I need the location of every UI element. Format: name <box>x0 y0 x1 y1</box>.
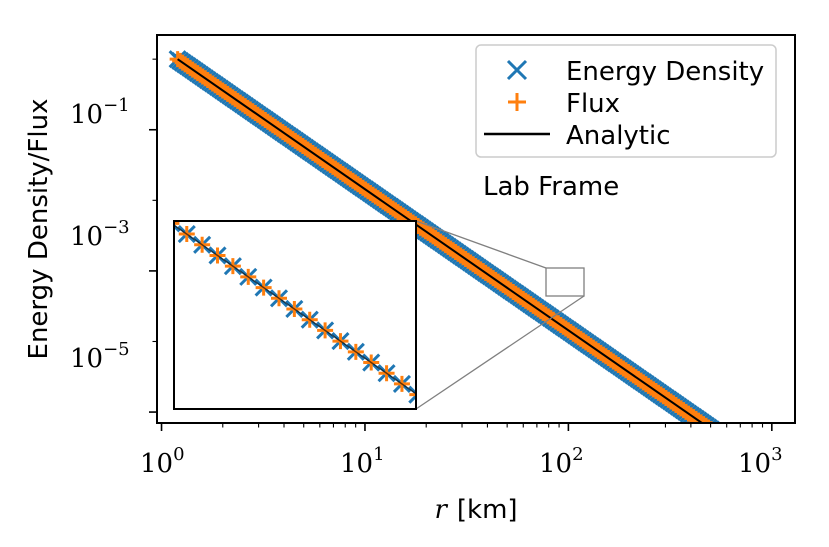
y-tick-labels: 10−1 10−3 10−5 <box>70 95 130 374</box>
flux-point <box>711 426 727 442</box>
plot-area <box>156 34 796 451</box>
flux-point <box>706 423 722 439</box>
energy-density-point <box>721 433 737 449</box>
x-tick-label-3: 103 <box>738 444 783 479</box>
energy-density-point <box>718 432 734 448</box>
flux-point <box>718 432 734 448</box>
y-tick-label-1: 10−3 <box>70 217 130 252</box>
x-tick-label-2: 102 <box>539 444 584 479</box>
legend-x-marker <box>506 59 528 81</box>
x-tick-labels: 100 101 102 103 <box>140 444 783 479</box>
inset-flux-point <box>174 221 180 225</box>
energy-density-point <box>723 435 739 451</box>
x-axis-label: r [km] <box>434 495 517 525</box>
x-axis-ticks <box>160 423 773 431</box>
flux-point <box>716 430 732 446</box>
legend-plus-marker <box>508 93 526 111</box>
y-tick-label-2: 10−5 <box>70 339 130 374</box>
legend-plus-glyph <box>508 93 526 111</box>
legend-item-energy-density: Energy Density <box>506 57 764 87</box>
legend-item-analytic: Analytic <box>484 121 671 151</box>
main-data-series <box>168 50 739 451</box>
inset-energy-density-point <box>174 221 181 233</box>
analytic-line <box>177 58 704 423</box>
axes-frame <box>156 34 796 424</box>
flux-point <box>695 416 712 423</box>
energy-density-point <box>705 421 722 423</box>
legend-label-flux: Flux <box>566 89 620 119</box>
zoom-connector-bottom <box>415 295 585 410</box>
y-axis-ticks <box>149 58 157 413</box>
flux-point <box>721 433 737 449</box>
y-tick-label-0: 10−1 <box>70 95 130 130</box>
x-tick-label-0: 100 <box>140 444 185 479</box>
zoom-box <box>545 267 585 297</box>
frame-annotation: Lab Frame <box>483 172 619 202</box>
flux-point <box>704 417 708 423</box>
zoom-indicator <box>415 220 585 410</box>
inset-flux-series <box>174 221 416 403</box>
inset-flux-point <box>409 386 416 403</box>
legend-label-analytic: Analytic <box>566 121 671 151</box>
energy-density-point <box>716 430 732 446</box>
energy-density-point <box>711 426 727 442</box>
flux-series <box>169 51 739 451</box>
inset-axes <box>173 220 417 410</box>
zoom-connector-top <box>415 220 547 269</box>
legend-box <box>475 44 777 158</box>
inset-analytic-line <box>174 224 416 395</box>
inset-data-series <box>174 221 416 404</box>
flux-point <box>723 435 739 451</box>
inset-energy-density-point <box>408 385 416 404</box>
y-axis-label: Energy Density/Flux <box>24 99 54 360</box>
inset-frame <box>173 220 417 410</box>
legend-label-energy-density: Energy Density <box>566 57 764 87</box>
legend-x-glyph <box>506 59 528 81</box>
energy-density-point <box>713 428 729 444</box>
flux-point <box>713 428 729 444</box>
legend: Energy Density Flux Analytic <box>475 44 777 158</box>
x-tick-label-1: 101 <box>340 444 385 479</box>
legend-item-flux: Flux <box>508 89 620 119</box>
